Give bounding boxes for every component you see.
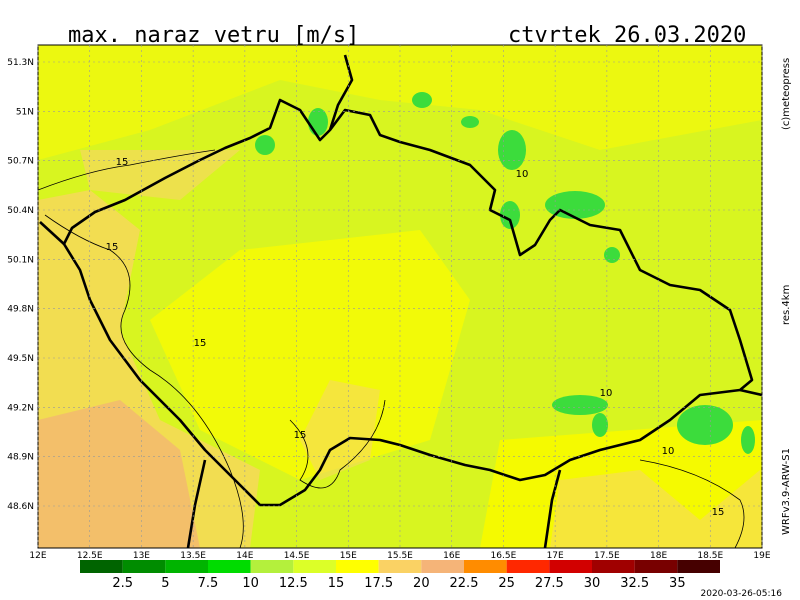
lon-tick-label: 14.5E (284, 551, 310, 561)
legend-label: 12.5 (279, 576, 308, 591)
title: max. naraz vetru [m/s] (68, 23, 359, 48)
lat-tick-label: 48.9N (7, 453, 34, 463)
legend-label: 17.5 (364, 576, 393, 591)
legend-swatch (634, 560, 678, 573)
lon-tick-label: 14E (236, 551, 253, 561)
map-field (38, 45, 762, 548)
timestamp: 2020-03-26-05:16 (701, 589, 783, 599)
contours (38, 149, 745, 548)
lon-tick-label: 18.5E (697, 551, 723, 561)
legend-swatch (549, 560, 592, 573)
lon-tick-label: 17.5E (594, 551, 620, 561)
legend-label: 2.5 (112, 576, 133, 591)
legend-swatch (293, 560, 336, 573)
field-orange (550, 470, 762, 548)
legend-label: 22.5 (450, 576, 479, 591)
legend-label: 32.5 (620, 576, 649, 591)
legend-label: 27.5 (535, 576, 564, 591)
legend-label: 5 (161, 576, 169, 591)
legend-swatch (165, 560, 208, 573)
lon-tick-label: 13.5E (180, 551, 206, 561)
axes: 12E 12.5E 13E 13.5E 14E 14.5E 15E 15.5E 16E 16.5E… (7, 45, 771, 561)
field-yellow (150, 230, 470, 480)
contour-label: 10 (516, 169, 529, 180)
lon-tick-label: 12E (29, 551, 46, 561)
contour-label: 15 (106, 242, 119, 253)
contour-label: 15 (194, 338, 207, 349)
legend-label: 30 (584, 576, 601, 591)
contour-label: 15 (712, 507, 725, 518)
field-yellow (38, 45, 762, 160)
legend-swatch (592, 560, 635, 573)
lat-tick-label: 50.4N (7, 206, 34, 216)
lon-tick-label: 12.5E (77, 551, 103, 561)
legend-label: 7.5 (198, 576, 219, 591)
lat-tick-label: 51.3N (7, 58, 34, 68)
lat-tick-label: 48.6N (7, 502, 34, 512)
legend-swatch (336, 560, 379, 573)
lat-tick-label: 51N (16, 107, 34, 117)
lon-tick-label: 18E (650, 551, 667, 561)
lon-tick-label: 15E (340, 551, 357, 561)
lon-tick-label: 15.5E (387, 551, 413, 561)
legend-swatch (677, 560, 720, 573)
lon-tick-label: 19E (753, 551, 770, 561)
legend: 2.5 5 7.5 10 12.5 15 17.5 20 22.5 25 27.5 30 32.5 35 (80, 560, 720, 591)
lon-tick-label: 16E (443, 551, 460, 561)
legend-swatch (464, 560, 507, 573)
legend-swatch (80, 560, 123, 573)
resolution: res.4km (781, 285, 792, 325)
contour-label: 10 (662, 446, 675, 457)
legend-swatch (122, 560, 166, 573)
credit: (c)meteopress (781, 58, 792, 130)
legend-label: 20 (413, 576, 430, 591)
contour-labels: 15 15 15 15 10 10 10 15 (106, 157, 725, 518)
lon-tick-label: 17E (547, 551, 564, 561)
lat-tick-label: 49.5N (7, 354, 34, 364)
field-orange (300, 380, 380, 480)
lat-tick-label: 50.1N (7, 255, 34, 265)
green-patches (255, 92, 755, 454)
lon-tick-label: 13E (133, 551, 150, 561)
legend-label: 10 (242, 576, 259, 591)
legend-label: 15 (328, 576, 345, 591)
contour-label: 15 (294, 430, 307, 441)
legend-label: 25 (498, 576, 515, 591)
lat-tick-label: 50.7N (7, 157, 34, 167)
model: WRFv3.9-ARW-S1 (781, 448, 792, 535)
legend-swatch (208, 560, 251, 573)
contour-label: 10 (600, 388, 613, 399)
legend-swatch (378, 560, 422, 573)
legend-swatch (506, 560, 550, 573)
field-orange (38, 400, 200, 548)
lat-tick-label: 49.2N (7, 403, 34, 413)
contour-label: 15 (116, 157, 129, 168)
legend-label: 35 (669, 576, 686, 591)
field-orange (80, 150, 240, 200)
borders (39, 54, 762, 548)
legend-swatch (250, 560, 294, 573)
date: ctvrtek 26.03.2020 (508, 23, 746, 48)
legend-swatch (421, 560, 464, 573)
lon-tick-label: 16.5E (491, 551, 517, 561)
lat-tick-label: 49.8N (7, 305, 34, 315)
